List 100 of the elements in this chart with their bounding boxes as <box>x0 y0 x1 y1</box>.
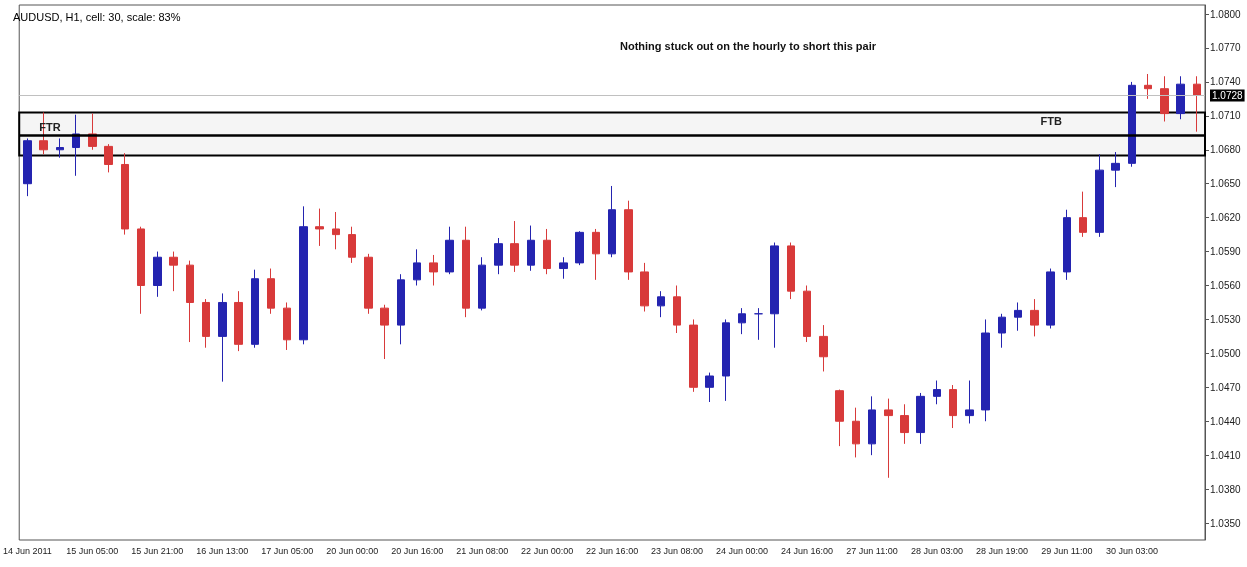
x-tick-label: 28 Jun 19:00 <box>975 545 1028 556</box>
candlestick <box>1111 151 1120 188</box>
candlestick <box>169 251 178 292</box>
candlestick <box>787 242 795 300</box>
candlestick <box>722 318 730 402</box>
candlestick <box>803 285 811 343</box>
y-tick-label: 1.0410 <box>1210 449 1242 461</box>
x-tick-label: 30 Jun 03:00 <box>1105 545 1158 556</box>
candlestick <box>624 200 633 281</box>
y-tick-label: 1.0440 <box>1210 415 1242 427</box>
y-tick-label: 1.0620 <box>1210 212 1242 224</box>
candlestick <box>1128 81 1136 168</box>
candlestick <box>121 152 129 236</box>
band-label: FTB <box>1040 114 1063 127</box>
candlestick <box>348 226 356 264</box>
candlestick <box>397 273 405 345</box>
annotation: Nothing stuck out on the hourly to short this pair <box>620 39 877 52</box>
y-tick-label: 1.0650 <box>1210 178 1242 190</box>
candlestick <box>462 226 470 318</box>
candlestick <box>56 137 64 159</box>
x-tick-label: 24 Jun 00:00 <box>716 545 769 556</box>
candlestick <box>981 318 990 422</box>
y-tick-label: 1.0500 <box>1210 347 1242 359</box>
candlestick <box>510 220 519 273</box>
x-tick-label: 15 Jun 21:00 <box>131 545 184 556</box>
candlestick <box>543 228 551 275</box>
candlestick <box>332 211 340 250</box>
candlestick <box>640 262 649 313</box>
x-tick-label: 22 Jun 16:00 <box>586 545 639 556</box>
candlestick <box>705 372 714 403</box>
y-tick-label: 1.0680 <box>1210 144 1242 156</box>
y-tick-label: 1.0590 <box>1210 246 1242 258</box>
candlestick <box>884 398 893 479</box>
candlestick <box>592 228 600 281</box>
x-tick-label: 14 Jun 2011 <box>2 545 52 556</box>
candlestick <box>1030 298 1039 337</box>
candlestick <box>949 384 957 429</box>
candlestick <box>868 395 876 456</box>
candlestick <box>559 256 568 280</box>
candlestick <box>916 392 925 445</box>
x-tick-label: 27 Jun 11:00 <box>846 545 898 556</box>
candlestick <box>153 251 162 298</box>
candlestick <box>218 292 227 383</box>
y-tick-label: 1.0800 <box>1210 8 1242 20</box>
y-tick-label: 1.0770 <box>1210 42 1242 54</box>
y-tick-label: 1.0740 <box>1210 76 1242 88</box>
candlestick <box>1079 191 1087 238</box>
x-tick-label: 29 Jun 11:00 <box>1041 545 1093 556</box>
y-tick-label: 1.0710 <box>1210 110 1242 122</box>
candlestick <box>575 230 584 266</box>
ref-line-label: 1.0728 <box>1212 89 1244 101</box>
candlestick <box>251 269 259 349</box>
candlestick <box>104 143 113 173</box>
candlestick <box>689 318 698 393</box>
candlestick <box>23 137 32 197</box>
x-tick-label: 17 Jun 05:00 <box>261 545 314 556</box>
x-tick-label: 28 Jun 03:00 <box>910 545 963 556</box>
candlestick <box>1144 73 1152 100</box>
candlestick <box>900 403 909 445</box>
candlestick <box>364 253 373 315</box>
candlestick <box>608 185 616 258</box>
y-tick-label: 1.0530 <box>1210 313 1242 325</box>
x-tick-label: 20 Jun 00:00 <box>326 545 379 556</box>
y-tick-label: 1.0560 <box>1210 280 1242 292</box>
candlestick <box>1176 75 1185 120</box>
y-tick-label: 1.0380 <box>1210 483 1242 495</box>
candlestick <box>202 298 210 349</box>
candlestick <box>965 380 974 424</box>
candlestick <box>445 226 454 275</box>
candlestick <box>770 242 779 349</box>
candlestick <box>299 205 308 345</box>
candlestick <box>1193 75 1201 133</box>
candlestick <box>852 407 860 458</box>
candlestick <box>754 307 763 341</box>
candlestick <box>413 248 421 287</box>
x-tick-label: 22 Jun 00:00 <box>521 545 574 556</box>
candlestick <box>1160 75 1169 122</box>
candlestick <box>186 260 194 343</box>
candlestick <box>1046 268 1055 329</box>
y-tick-label: 1.0350 <box>1210 517 1242 529</box>
x-tick-label: 16 Jun 13:00 <box>196 545 249 556</box>
candlestick <box>998 313 1006 349</box>
candlestick <box>657 290 665 318</box>
text: AUDUSD, H1, cell: 30, scale: 83% <box>13 10 181 23</box>
candlestick <box>478 256 486 311</box>
candlestick <box>835 389 844 447</box>
candlestick <box>527 225 535 272</box>
candlestick <box>234 290 243 352</box>
candlestick <box>494 237 503 275</box>
y-tick-label: 1.0470 <box>1210 381 1242 393</box>
candlestick <box>429 254 438 287</box>
candlestick <box>819 324 828 372</box>
candlestick <box>1095 153 1104 238</box>
candlestick <box>380 304 389 360</box>
x-tick-label: 21 Jun 08:00 <box>456 545 509 556</box>
candlestick <box>933 380 941 405</box>
candlestick <box>738 307 746 335</box>
candlestick <box>1063 209 1071 281</box>
x-tick-label: 23 Jun 08:00 <box>651 545 704 556</box>
x-tick-label: 24 Jun 16:00 <box>781 545 834 556</box>
